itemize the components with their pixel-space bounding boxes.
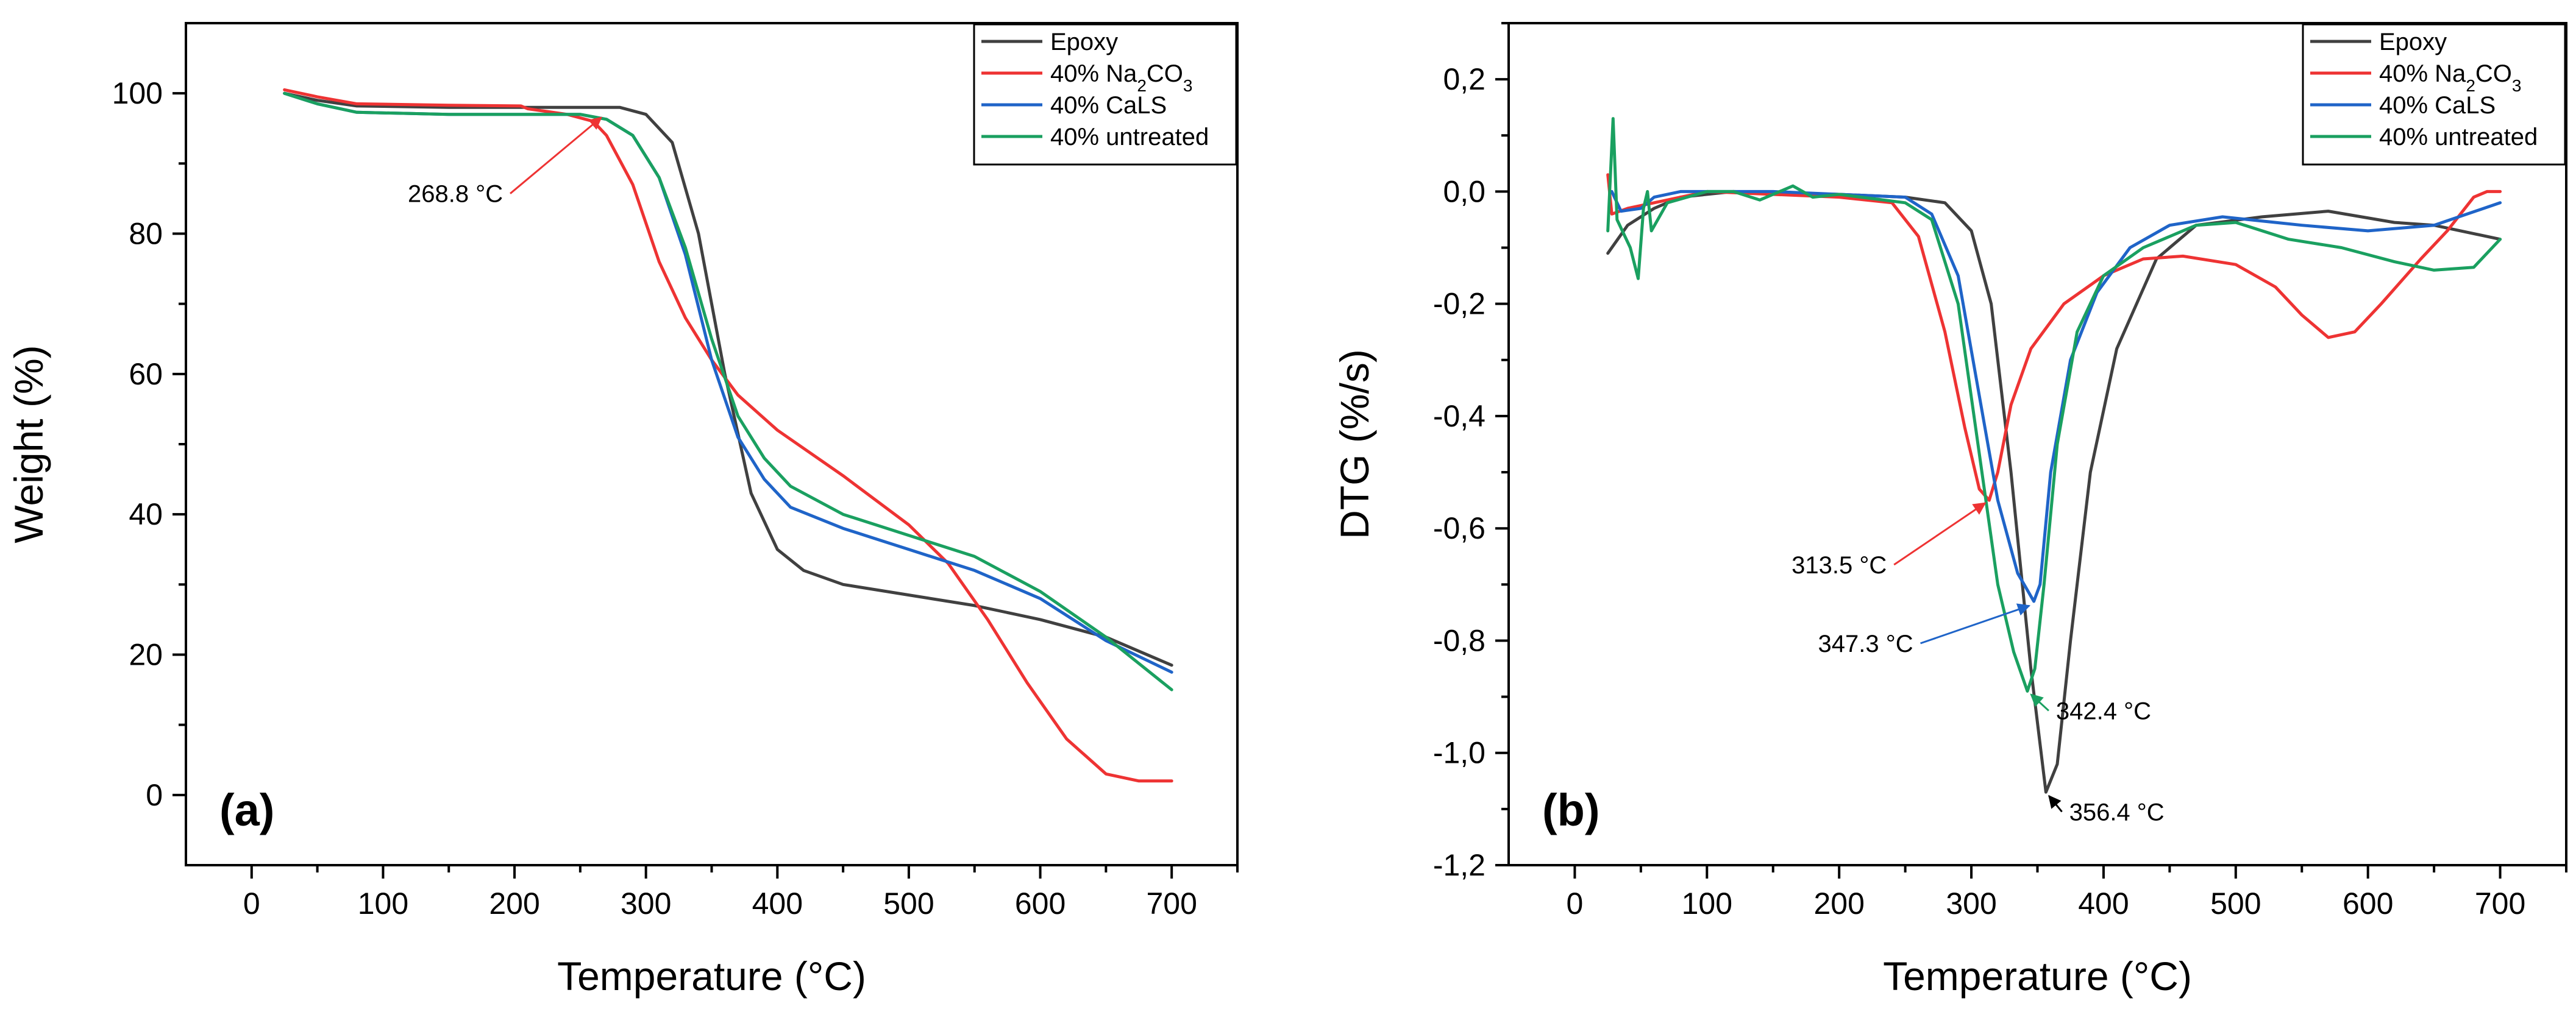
legend-label-40-untreated: 40% untreated [2379, 124, 2538, 150]
x-tick-label: 0 [243, 886, 260, 921]
x-tick-label: 700 [1146, 886, 1197, 921]
y-tick-label: 0,2 [1443, 62, 1485, 96]
y-tick-label: -0,8 [1433, 623, 1485, 657]
y-tick-label: -0,6 [1433, 511, 1485, 545]
series-line-epoxy [283, 91, 1173, 667]
y-tick-label: -1,2 [1433, 848, 1485, 882]
series-line-40-na2co3 [283, 88, 1173, 783]
y-tick-label: -0,4 [1433, 399, 1485, 433]
x-tick-label: 100 [1682, 886, 1732, 921]
annotation-label: 342.4 °C [2056, 698, 2151, 724]
x-tick-label: 400 [752, 886, 803, 921]
y-tick-label: 0,0 [1443, 174, 1485, 208]
series-line-40-untreated [1606, 117, 2502, 693]
x-axis-title: Temperature (°C) [557, 954, 866, 999]
legend-box [973, 23, 1237, 166]
annotation-arrow [1893, 502, 1987, 566]
annotation-label: 356.4 °C [2069, 799, 2165, 826]
y-tick-label: 60 [129, 357, 163, 391]
x-tick-label: 400 [2078, 886, 2129, 921]
legend-label-40-cals: 40% CaLS [2379, 92, 2496, 119]
panel-label: (a) [219, 785, 274, 835]
series-line-40-cals [1610, 189, 2502, 603]
x-tick-label: 300 [621, 886, 671, 921]
annotation-label: 347.3 °C [1818, 631, 1913, 657]
y-tick-label: -1,0 [1433, 736, 1485, 770]
y-tick-label: 0 [146, 778, 163, 812]
panel-a: 0 100 200 300 400 500 600 700 0 20 40 60 80 100 Temper… [6, 22, 1239, 999]
annotation-arrow [2048, 794, 2063, 813]
y-tick-label: 80 [129, 217, 163, 251]
x-tick-label: 200 [489, 886, 539, 921]
x-tick-label: 0 [1567, 886, 1584, 921]
y-axis-title: Weight (%) [6, 345, 51, 543]
legend-label-40-cals: 40% CaLS [1050, 92, 1167, 119]
series-group [1606, 117, 2502, 794]
series-line-40-untreated [283, 91, 1173, 692]
x-axis-title: Temperature (°C) [1883, 954, 2192, 999]
x-tick-label: 500 [2210, 886, 2261, 921]
x-tick-label: 500 [883, 886, 934, 921]
annotation-arrow [1920, 603, 2031, 645]
annotation-arrow [510, 116, 602, 194]
legend-label-epoxy: Epoxy [2379, 29, 2447, 55]
annotation-label: 268.8 °C [408, 181, 503, 208]
y-tick-label: -0,2 [1433, 287, 1485, 321]
panel-label: (b) [1542, 785, 1600, 835]
x-tick-label: 700 [2475, 886, 2525, 921]
x-tick-label: 200 [1813, 886, 1864, 921]
legend-label-40-untreated: 40% untreated [1050, 124, 1209, 150]
x-tick-label: 600 [1015, 886, 1066, 921]
x-tick-label: 300 [1946, 886, 1996, 921]
legend-label-40-na2co3: 40% Na2CO3 [1050, 60, 1192, 95]
y-tick-label: 20 [129, 638, 163, 672]
legend-label-epoxy: Epoxy [1050, 29, 1118, 55]
panel-b: 0 100 200 300 400 500 600 700 -1,2 -1,0 -0,8 -0,6 -0… [1332, 22, 2567, 999]
y-tick-label: 40 [129, 497, 163, 531]
annotation-label: 313.5 °C [1791, 552, 1887, 579]
legend-label-40-na2co3: 40% Na2CO3 [2379, 60, 2521, 95]
x-tick-label: 100 [358, 886, 408, 921]
y-tick-label: 100 [112, 76, 163, 110]
legend-box [2302, 23, 2566, 166]
series-group [283, 88, 1173, 783]
x-tick-label: 600 [2343, 886, 2393, 921]
y-axis-title: DTG (%/s) [1332, 349, 1377, 539]
annotation-arrow [2030, 693, 2049, 712]
